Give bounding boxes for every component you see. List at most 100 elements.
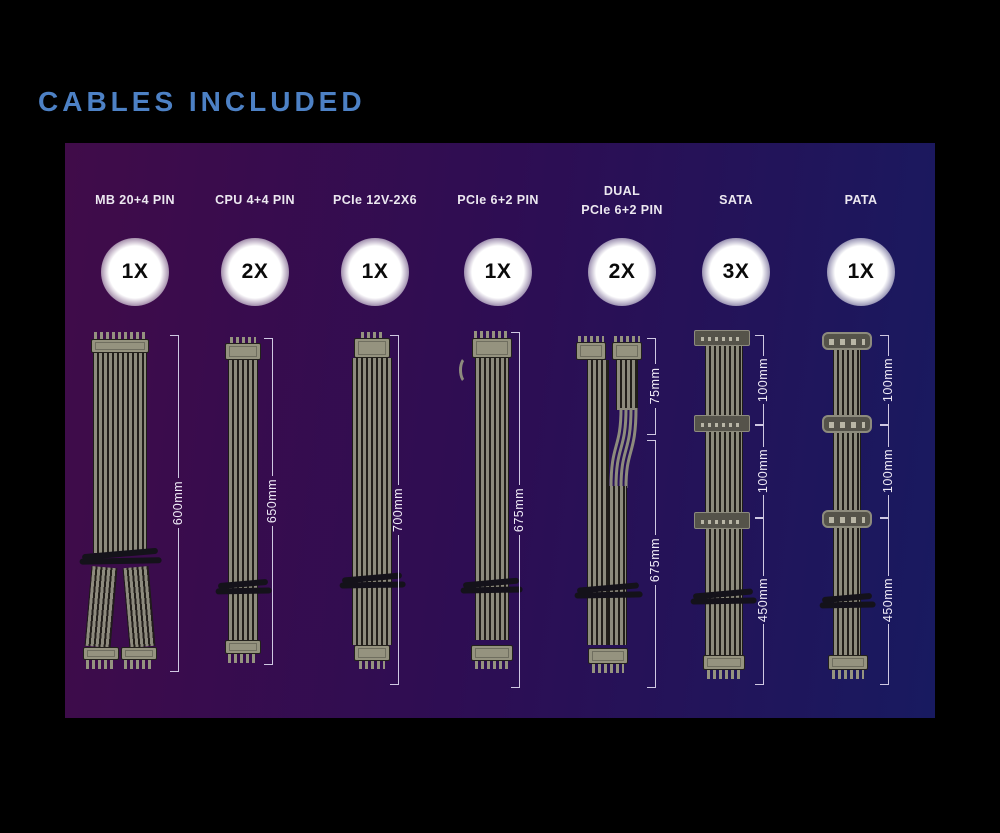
- cable-ribbon-icon: [352, 358, 392, 645]
- measurement-label: 75mm: [648, 367, 662, 405]
- measurement-label: 450mm: [756, 577, 770, 623]
- measurement-label: 600mm: [171, 480, 185, 526]
- mb-cable-figure: 600mm: [70, 323, 200, 708]
- cable-label: SATA: [671, 183, 801, 219]
- column-mb-20-4-pin: MB 20+4 PIN 1X 600mm: [70, 183, 200, 713]
- cable-ribbon-icon: [587, 360, 609, 645]
- pcie-6-2-cable-figure: 675mm: [433, 323, 563, 708]
- measurement-label: 675mm: [648, 537, 662, 583]
- column-sata: SATA 3X 100mm: [671, 183, 801, 713]
- cable-ribbon-icon: [833, 433, 861, 511]
- cable-ribbon-icon: [475, 358, 509, 640]
- measurement-label: 100mm: [756, 448, 770, 494]
- count-badge: 1X: [341, 238, 409, 306]
- cable-label-line1: CPU 4+4 PIN: [215, 193, 295, 208]
- connector-pins-icon: [361, 332, 383, 339]
- cable-leg-icon: [122, 566, 156, 648]
- cables-panel: MB 20+4 PIN 1X 600mm: [65, 143, 935, 718]
- cable-ribbon-icon: [93, 353, 147, 553]
- measurement-label: 650mm: [265, 478, 279, 524]
- cpu-cable-figure: 650mm: [190, 323, 320, 708]
- connector-pins-icon: [578, 336, 604, 343]
- cable-label-line1: DUAL: [603, 183, 641, 198]
- connector-pins-icon: [474, 331, 510, 339]
- connector-pins-icon: [475, 661, 509, 669]
- cable-leg-icon: [84, 566, 118, 648]
- connector-icon: [471, 645, 513, 661]
- count-text: 1X: [484, 260, 512, 283]
- cable-ribbon-icon: [705, 432, 743, 512]
- connector-icon: [576, 342, 606, 360]
- cable-tie-icon: [217, 578, 269, 590]
- cable-tie-icon: [821, 592, 873, 604]
- count-badge: 1X: [827, 238, 895, 306]
- connector-icon: [703, 655, 745, 670]
- connector-icon: [472, 338, 512, 358]
- cable-ribbon-icon: [705, 346, 743, 416]
- measurement-label: 100mm: [756, 357, 770, 403]
- cable-label: PCIe 12V-2X6: [310, 183, 440, 219]
- molex-connector-icon: [822, 510, 872, 528]
- cable-label: DUAL PCIe 6+2 PIN: [557, 183, 687, 219]
- connector-pins-icon: [832, 670, 864, 679]
- cable-label-line2: PCIe 6+2 PIN: [581, 203, 663, 217]
- count-badge: 1X: [101, 238, 169, 306]
- cable-label: PATA: [796, 183, 926, 219]
- connector-pins-icon: [592, 664, 624, 673]
- dual-pcie-cable-figure: 75mm 675mm: [557, 323, 687, 708]
- column-pata: PATA 1X 100mm: [796, 183, 926, 713]
- measurement-label: 100mm: [881, 357, 895, 403]
- cable-ribbon-icon: [609, 486, 627, 645]
- connector-pins-icon: [707, 670, 741, 679]
- connector-icon: [354, 338, 390, 358]
- connector-pins-icon: [94, 332, 146, 340]
- connector-icon: [121, 647, 157, 660]
- connector-icon: [225, 640, 261, 654]
- count-badge: 2X: [221, 238, 289, 306]
- cable-label: CPU 4+4 PIN: [190, 183, 320, 219]
- column-pcie-12v-2x6: PCIe 12V-2X6 1X 700mm: [310, 183, 440, 713]
- molex-connector-icon: [822, 415, 872, 433]
- cable-label-line1: PCIe 12V-2X6: [332, 193, 418, 208]
- connector-icon: [612, 342, 642, 360]
- molex-connector-icon: [822, 332, 872, 350]
- cable-ribbon-icon: [228, 360, 258, 640]
- column-dual-pcie-6-2-pin: DUAL PCIe 6+2 PIN 2X: [557, 183, 687, 713]
- cable-label: MB 20+4 PIN: [70, 183, 200, 219]
- cable-label-line1: PCIe 6+2 PIN: [457, 193, 539, 208]
- pata-cable-figure: 100mm 100mm 450mm: [796, 323, 926, 708]
- cable-ribbon-icon: [616, 360, 638, 410]
- measurement-label: 450mm: [881, 577, 895, 623]
- count-text: 1X: [121, 260, 149, 283]
- connector-pins-icon: [359, 661, 385, 669]
- page-title: CABLES INCLUDED: [38, 86, 366, 117]
- connector-icon: [83, 647, 119, 660]
- cable-label-line1: MB 20+4 PIN: [95, 193, 175, 208]
- count-text: 2X: [241, 260, 269, 283]
- cable-label-line1: SATA: [719, 193, 753, 208]
- sense-wire-loop-icon: [459, 356, 475, 384]
- measurement-label: 675mm: [512, 487, 526, 533]
- measurement-label: 100mm: [881, 448, 895, 494]
- cable-tie-icon: [692, 588, 754, 600]
- column-pcie-6-2-pin: PCIe 6+2 PIN 1X 675mm: [433, 183, 563, 713]
- measurement-label: 700mm: [391, 487, 405, 533]
- connector-icon: [588, 648, 628, 664]
- connector-pins-icon: [230, 337, 256, 344]
- count-text: 3X: [722, 260, 750, 283]
- connector-pins-icon: [614, 336, 640, 343]
- sata-connector-icon: [694, 415, 750, 432]
- sata-connector-icon: [694, 330, 750, 346]
- connector-pins-icon: [86, 660, 116, 669]
- sata-connector-icon: [694, 512, 750, 529]
- count-text: 1X: [847, 260, 875, 283]
- count-text: 1X: [361, 260, 389, 283]
- cable-ribbon-icon: [833, 350, 861, 416]
- connector-icon: [225, 343, 261, 360]
- cable-tie-icon: [341, 572, 403, 584]
- cable-label-line1: PATA: [844, 193, 878, 208]
- connector-icon: [91, 339, 149, 353]
- connector-pins-icon: [124, 660, 154, 669]
- cable-label: PCIe 6+2 PIN: [433, 183, 563, 219]
- count-badge: 1X: [464, 238, 532, 306]
